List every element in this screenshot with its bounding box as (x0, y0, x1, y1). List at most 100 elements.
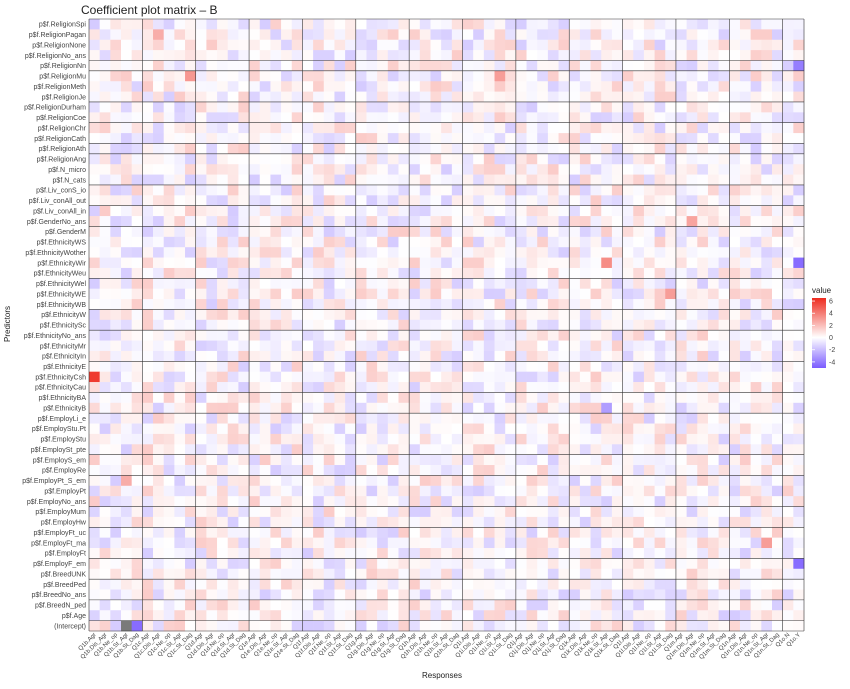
heatmap-cell (483, 579, 495, 590)
heatmap-cell (121, 558, 132, 570)
heatmap-cell (761, 247, 773, 258)
heatmap-cell (430, 350, 442, 362)
heatmap-cell (419, 184, 431, 196)
heatmap-cell (622, 506, 634, 518)
heatmap-cell (643, 340, 655, 352)
heatmap-cell (515, 91, 527, 103)
heatmap-cell (217, 101, 229, 113)
heatmap-cell (334, 195, 346, 207)
heatmap-cell (483, 236, 495, 248)
heatmap-cell (430, 465, 442, 476)
heatmap-cell (355, 485, 367, 497)
heatmap-cell (601, 610, 613, 621)
heatmap-cell (121, 60, 132, 72)
heatmap-cell (761, 371, 773, 383)
heatmap-cell (494, 205, 506, 217)
heatmap-cell (185, 70, 197, 82)
heatmap-cell (270, 516, 282, 528)
heatmap-cell (686, 39, 698, 51)
heatmap-cell (686, 174, 698, 186)
heatmap-cell (579, 350, 591, 362)
heatmap-cell (174, 485, 186, 497)
heatmap-cell (633, 548, 645, 559)
heatmap-cell (238, 413, 250, 424)
heatmap-cell (611, 309, 623, 321)
heatmap-cell (537, 589, 549, 601)
heatmap-cell (739, 278, 751, 289)
heatmap-cell (121, 205, 132, 217)
heatmap-cell (195, 361, 207, 372)
heatmap-cell (697, 216, 709, 227)
heatmap-cell (142, 29, 154, 41)
heatmap-cell (302, 527, 314, 538)
heatmap-cell (99, 81, 111, 92)
heatmap-cell (526, 350, 538, 362)
heatmap-cell (579, 60, 591, 72)
heatmap-cell (110, 599, 122, 611)
heatmap-cell (526, 257, 538, 269)
heatmap-cell (451, 288, 463, 300)
heatmap-cell (99, 195, 111, 207)
heatmap-cell (537, 506, 549, 518)
heatmap-cell (419, 382, 431, 393)
heatmap-cell (494, 475, 506, 487)
heatmap-cell (387, 444, 399, 455)
heatmap-cell (707, 610, 719, 621)
heatmap-cell (643, 568, 655, 580)
heatmap-cell (195, 319, 207, 331)
heatmap-cell (494, 195, 506, 207)
heatmap-cell (665, 216, 677, 227)
heatmap-cell (99, 392, 111, 404)
heatmap-cell (526, 195, 538, 207)
heatmap-cell (387, 278, 399, 289)
heatmap-cell (547, 423, 559, 435)
heatmap-cell (99, 133, 111, 144)
heatmap-cell (601, 454, 613, 466)
heatmap-cell (227, 122, 239, 134)
heatmap-cell (675, 599, 687, 611)
heatmap-cell (302, 143, 314, 155)
heatmap-cell (409, 402, 421, 414)
heatmap-cell (387, 496, 399, 507)
heatmap-cell (110, 506, 122, 518)
heatmap-cell (451, 340, 463, 352)
heatmap-cell (323, 330, 335, 341)
heatmap-cell (601, 19, 613, 30)
heatmap-cell (739, 475, 751, 487)
heatmap-cell (270, 454, 282, 466)
heatmap-cell (707, 70, 719, 82)
heatmap-cell (643, 558, 655, 570)
heatmap-cell (771, 454, 783, 466)
heatmap-cell (462, 19, 474, 30)
heatmap-cell (153, 236, 164, 248)
heatmap-cell (590, 195, 602, 207)
heatmap-cell (633, 568, 645, 580)
heatmap-cell (526, 70, 538, 82)
heatmap-cell (270, 527, 282, 538)
heatmap-cell (537, 122, 549, 134)
heatmap-cell (569, 70, 581, 82)
heatmap-cell (782, 216, 794, 227)
heatmap-cell (793, 50, 805, 61)
heatmap-cell (302, 465, 314, 476)
heatmap-cell (686, 299, 698, 310)
heatmap-cell (398, 330, 410, 341)
heatmap-cell (227, 19, 239, 30)
heatmap-cell (590, 143, 602, 155)
heatmap-cell (281, 236, 293, 248)
heatmap-cell (323, 506, 335, 518)
heatmap-cell (334, 537, 346, 549)
heatmap-cell (483, 340, 495, 352)
heatmap-cell (377, 433, 389, 445)
heatmap-cell (163, 485, 175, 497)
heatmap-cell (121, 579, 132, 590)
heatmap-cell (142, 50, 154, 61)
heatmap-cell (494, 568, 506, 580)
heatmap-cell (334, 485, 346, 497)
heatmap-cell (558, 205, 570, 217)
heatmap-cell (494, 184, 506, 196)
heatmap-cell (569, 257, 581, 269)
heatmap-cell (718, 184, 730, 196)
heatmap-cell (142, 465, 154, 476)
heatmap-cell (238, 361, 250, 372)
